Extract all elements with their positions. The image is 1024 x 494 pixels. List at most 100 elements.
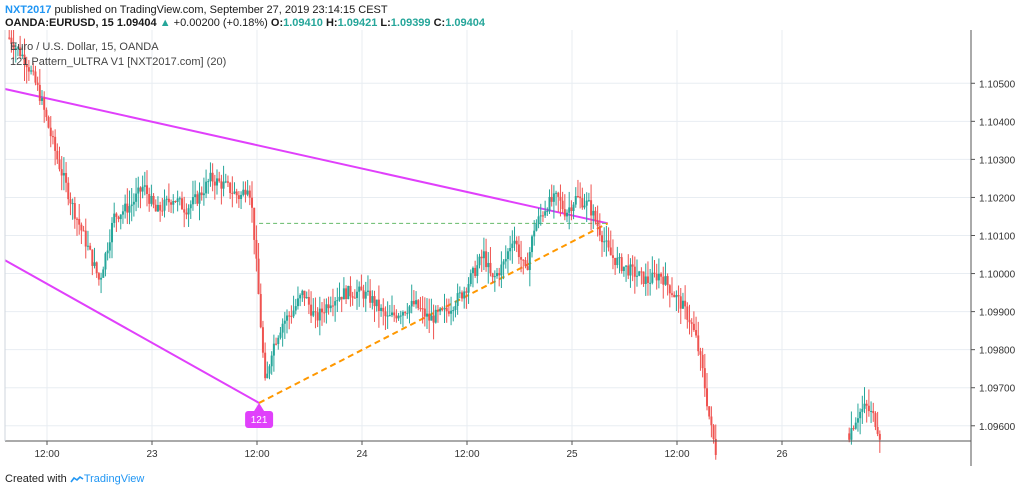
candle (124, 194, 127, 219)
candle (469, 269, 472, 287)
candle-body (32, 70, 35, 72)
candle (296, 286, 299, 310)
candle-body (62, 172, 65, 176)
candle (461, 290, 464, 302)
candle-body (41, 98, 44, 101)
candle-body (369, 290, 372, 303)
high-value: 1.09421 (337, 17, 378, 29)
candle-body (515, 240, 518, 245)
candle-body (603, 241, 606, 243)
candle-body (135, 193, 138, 202)
tradingview-brand[interactable]: TradingView (83, 473, 145, 485)
candle (174, 200, 177, 203)
candle-body (286, 315, 289, 321)
candle-body (45, 109, 48, 118)
candle (708, 406, 711, 420)
candle-body (181, 198, 184, 210)
candle (568, 191, 571, 230)
candle (874, 411, 877, 431)
candle-body (71, 203, 74, 205)
candle-body (399, 315, 402, 317)
candle-body (701, 354, 704, 369)
candle (371, 290, 374, 310)
candle (701, 347, 704, 378)
candle (56, 143, 59, 164)
candle (369, 279, 372, 308)
candle (78, 203, 81, 235)
candle (638, 270, 641, 277)
candle (21, 46, 24, 60)
candle (535, 219, 538, 232)
candle-body (331, 305, 334, 307)
candle-body (531, 236, 534, 253)
candle (496, 267, 499, 279)
candle-body (382, 307, 385, 312)
candle (539, 203, 542, 226)
candle-body (548, 196, 551, 211)
candle-body (712, 425, 715, 439)
candle (218, 171, 221, 183)
candle-body (146, 185, 149, 194)
candle-body (616, 257, 619, 266)
candle (167, 183, 170, 213)
candle-body (861, 408, 864, 412)
candle (253, 207, 256, 255)
footer: Created with TradingView (5, 473, 144, 485)
candle-body (251, 197, 254, 208)
candle (244, 181, 247, 203)
candle-body (587, 200, 590, 202)
candle-body (86, 245, 89, 247)
candle-body (870, 410, 873, 412)
candle-body (25, 64, 28, 68)
candle-body (356, 291, 359, 299)
candle (706, 373, 709, 411)
candle (187, 204, 190, 227)
candle (14, 42, 17, 63)
candle-body (137, 187, 140, 194)
candle (574, 187, 577, 208)
candle (620, 253, 623, 274)
candle (194, 180, 197, 205)
candle (286, 309, 289, 334)
candle (202, 177, 205, 206)
candle-body (93, 262, 96, 266)
candle-body (684, 300, 687, 307)
candle-body (216, 178, 219, 186)
candle-body (194, 194, 197, 198)
candle-body (406, 313, 409, 315)
candle (338, 282, 341, 302)
candle (51, 130, 54, 145)
candle-body (165, 198, 168, 200)
candle (248, 185, 251, 206)
candle-body (524, 260, 527, 267)
candle-body (209, 172, 212, 182)
candle (233, 182, 236, 195)
candle (211, 163, 214, 192)
candle-body (592, 210, 595, 216)
candle (152, 193, 155, 209)
candle (603, 227, 606, 252)
candle (614, 257, 617, 275)
candle-body (84, 230, 87, 247)
candle (216, 169, 219, 195)
candle-body (139, 187, 142, 192)
candle (303, 290, 306, 306)
candle-body (189, 204, 192, 209)
candle-body (272, 343, 275, 356)
candle-body (299, 295, 302, 299)
candle-body (327, 304, 330, 309)
candle-body (202, 193, 205, 196)
candle-body (469, 273, 472, 285)
low-label: L: (380, 17, 391, 29)
candlestick-chart[interactable]: 1.10500 1.10400 1.10300 1.10200 1.10100 1.100… (0, 30, 1024, 470)
candle-body (436, 309, 439, 312)
candle-body (148, 193, 151, 204)
candle (631, 255, 634, 282)
candle-body (638, 271, 641, 276)
author-link[interactable]: NXT2017 (5, 4, 52, 16)
candle (681, 292, 684, 310)
candle (616, 246, 619, 269)
candle (132, 193, 135, 217)
candle-body (865, 403, 868, 406)
candle-body (566, 212, 569, 217)
